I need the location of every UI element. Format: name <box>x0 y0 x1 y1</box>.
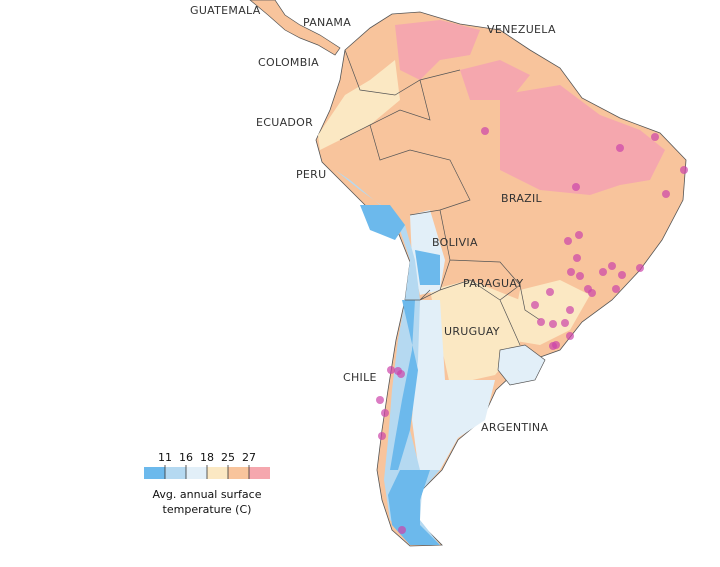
site-dot <box>567 268 575 276</box>
country-label: GUATEMALA <box>190 4 261 17</box>
temperate-andes <box>335 170 440 545</box>
site-dot <box>651 133 659 141</box>
mild-colombia <box>318 60 400 150</box>
legend-title: temperature (C) <box>163 503 252 516</box>
country-label: VENEZUELA <box>487 23 556 36</box>
country-label: BRAZIL <box>501 192 543 205</box>
site-dot <box>612 285 620 293</box>
site-dot <box>576 272 584 280</box>
warm-brazil <box>500 85 665 195</box>
legend-title: Avg. annual surface <box>153 488 262 501</box>
site-dot <box>573 254 581 262</box>
legend-swatch <box>228 467 249 479</box>
site-dot <box>398 526 406 534</box>
site-dot <box>546 288 554 296</box>
site-dot <box>618 271 626 279</box>
site-dot <box>481 127 489 135</box>
site-dot <box>566 332 574 340</box>
legend-swatch <box>186 467 207 479</box>
legend-tick-label: 11 <box>158 451 172 464</box>
mild-argentina <box>430 280 520 385</box>
site-dot <box>599 268 607 276</box>
site-dot <box>549 342 557 350</box>
legend-swatch <box>207 467 228 479</box>
legend-tick-label: 25 <box>221 451 235 464</box>
legend-tick-label: 16 <box>179 451 193 464</box>
site-dot <box>381 409 389 417</box>
warm-amazon <box>460 60 530 100</box>
warm-north <box>395 20 480 80</box>
site-dot <box>564 237 572 245</box>
legend-tick-label: 27 <box>242 451 256 464</box>
site-dot <box>561 319 569 327</box>
site-dot <box>387 366 395 374</box>
land <box>249 0 687 547</box>
site-dot <box>662 190 670 198</box>
legend-swatch <box>144 467 165 479</box>
country-label: PERU <box>296 168 326 181</box>
country-label: URUGUAY <box>444 325 500 338</box>
country-label: BOLIVIA <box>432 236 478 249</box>
mild-south-brazil <box>510 280 590 345</box>
site-dot <box>680 166 688 174</box>
legend-swatch <box>165 467 186 479</box>
site-dot <box>616 144 624 152</box>
country-label: PARAGUAY <box>463 277 523 290</box>
central-america <box>249 0 341 56</box>
site-dot <box>575 231 583 239</box>
site-dot <box>537 318 545 326</box>
country-label: CHILE <box>343 371 377 384</box>
site-dot <box>566 306 574 314</box>
cold-andes <box>360 205 440 545</box>
site-dot <box>378 432 386 440</box>
site-dot <box>572 183 580 191</box>
site-dot <box>608 262 616 270</box>
legend: Avg. annual surface temperature (C) 11 16… <box>144 451 270 516</box>
site-dot <box>636 264 644 272</box>
site-dot <box>376 396 384 404</box>
site-dot <box>397 370 405 378</box>
country-label: ECUADOR <box>256 116 313 129</box>
sites <box>376 127 688 534</box>
country-label: COLOMBIA <box>258 56 319 69</box>
legend-tick-label: 18 <box>200 451 214 464</box>
site-dot <box>549 320 557 328</box>
country-label: PANAMA <box>303 16 351 29</box>
site-dot <box>588 289 596 297</box>
uruguay <box>497 344 546 386</box>
country-labels: GUATEMALA PANAMA VENEZUELA COLOMBIA ECUA… <box>190 4 556 434</box>
site-dot <box>531 301 539 309</box>
borders <box>339 49 541 346</box>
country-label: ARGENTINA <box>481 421 548 434</box>
legend-swatch <box>249 467 270 479</box>
cool-argentina <box>412 300 495 480</box>
